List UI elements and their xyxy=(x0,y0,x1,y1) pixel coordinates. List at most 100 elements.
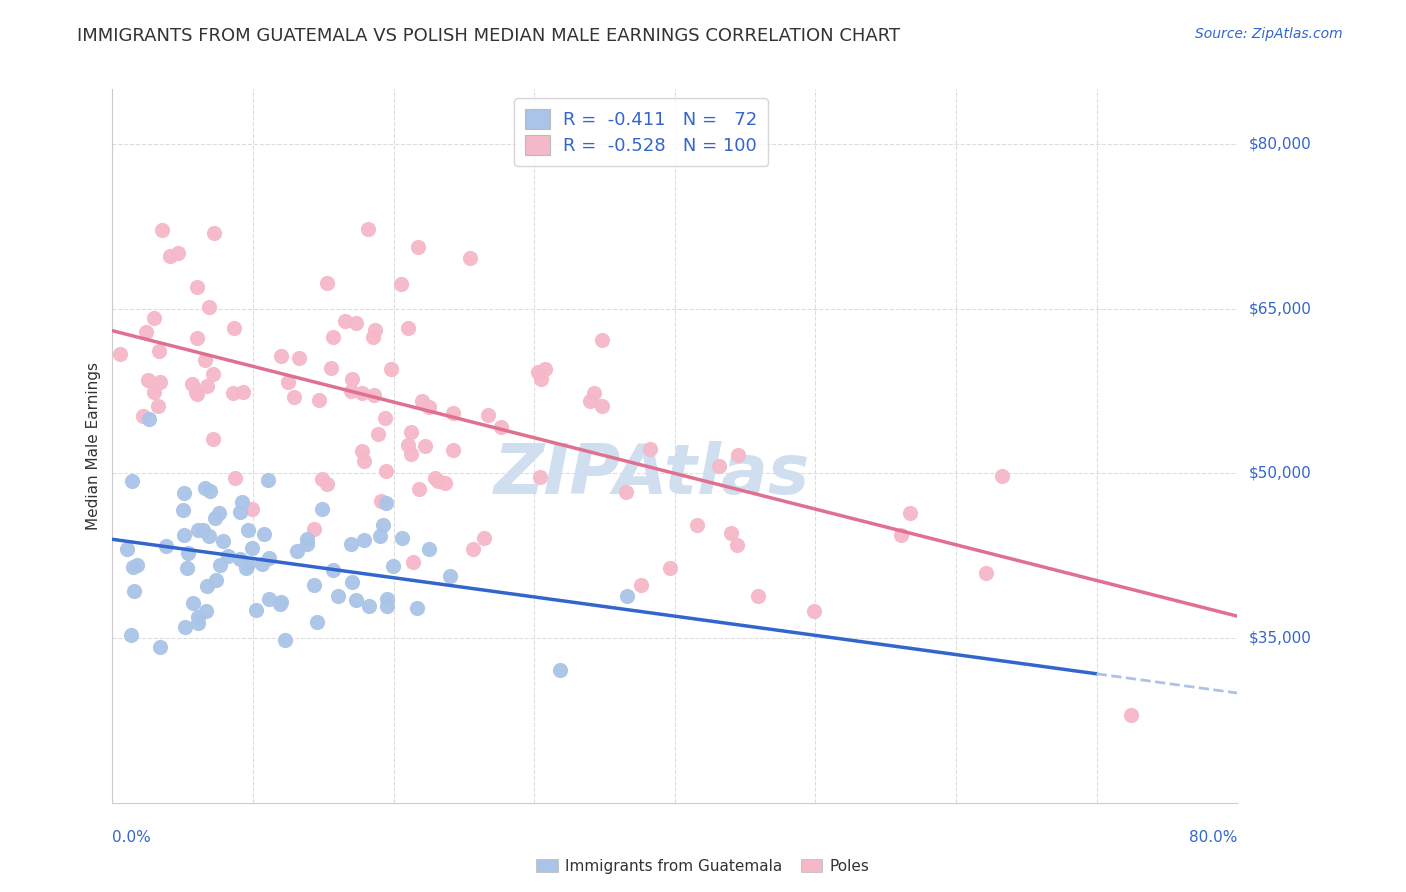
Point xyxy=(148,343,170,358)
Point xyxy=(231,495,253,509)
Text: $35,000: $35,000 xyxy=(1249,631,1312,646)
Text: $65,000: $65,000 xyxy=(1249,301,1312,317)
Point xyxy=(194,353,217,368)
Point xyxy=(747,589,769,603)
Point xyxy=(406,240,429,254)
Point xyxy=(319,360,342,375)
Point xyxy=(186,615,208,630)
Legend: Immigrants from Guatemala, Poles: Immigrants from Guatemala, Poles xyxy=(530,853,876,880)
Point xyxy=(472,532,495,546)
Point xyxy=(367,426,389,441)
Point xyxy=(458,252,481,266)
Point xyxy=(194,481,217,495)
Point xyxy=(413,440,436,454)
Point xyxy=(391,531,413,545)
Point xyxy=(898,506,921,520)
Text: ZIPAtlas: ZIPAtlas xyxy=(495,441,810,508)
Point xyxy=(191,523,214,537)
Point xyxy=(441,406,464,420)
Point xyxy=(375,599,398,613)
Point xyxy=(269,597,291,611)
Point xyxy=(252,557,274,571)
Point xyxy=(257,591,280,606)
Point xyxy=(890,528,912,542)
Point xyxy=(146,399,169,413)
Point xyxy=(382,559,405,574)
Point xyxy=(204,510,226,524)
Point xyxy=(173,485,195,500)
Point xyxy=(408,482,430,496)
Point xyxy=(374,411,396,425)
Text: 80.0%: 80.0% xyxy=(1189,830,1237,845)
Point xyxy=(803,604,825,618)
Point xyxy=(224,471,246,485)
Point xyxy=(340,372,363,386)
Point xyxy=(176,546,198,560)
Point xyxy=(370,493,392,508)
Point xyxy=(307,615,329,630)
Point xyxy=(405,600,427,615)
Point xyxy=(285,544,308,558)
Point xyxy=(350,444,373,458)
Point xyxy=(274,633,297,648)
Point xyxy=(217,549,239,564)
Point xyxy=(991,468,1014,483)
Point xyxy=(172,503,194,517)
Point xyxy=(399,425,422,439)
Point xyxy=(198,529,221,543)
Point xyxy=(302,522,325,536)
Point xyxy=(311,473,333,487)
Point xyxy=(235,561,257,575)
Point xyxy=(441,443,464,458)
Point xyxy=(374,496,396,510)
Point xyxy=(974,566,997,580)
Point xyxy=(181,377,204,392)
Point xyxy=(396,438,419,452)
Point xyxy=(640,442,662,457)
Point xyxy=(363,323,385,337)
Point xyxy=(461,541,484,556)
Point xyxy=(136,373,159,387)
Point xyxy=(205,573,228,587)
Point xyxy=(614,485,637,500)
Point xyxy=(276,375,298,389)
Point xyxy=(527,365,550,379)
Point xyxy=(357,222,380,236)
Point xyxy=(283,390,305,404)
Point xyxy=(427,474,450,488)
Point xyxy=(202,367,225,381)
Point xyxy=(418,541,440,556)
Point xyxy=(659,560,682,574)
Point xyxy=(363,330,385,344)
Point xyxy=(401,447,423,461)
Point xyxy=(489,419,512,434)
Point xyxy=(209,558,232,573)
Point xyxy=(270,595,292,609)
Point xyxy=(257,473,280,487)
Point xyxy=(727,538,749,552)
Point xyxy=(344,592,367,607)
Point xyxy=(176,561,198,575)
Point xyxy=(245,603,267,617)
Point xyxy=(132,409,155,423)
Point xyxy=(578,394,600,409)
Point xyxy=(138,411,160,425)
Point xyxy=(229,505,252,519)
Point xyxy=(184,385,207,400)
Point xyxy=(380,362,402,376)
Point xyxy=(311,501,333,516)
Point xyxy=(240,502,263,516)
Point xyxy=(316,477,339,491)
Point xyxy=(583,386,606,401)
Point xyxy=(208,506,231,520)
Point xyxy=(616,589,638,603)
Point xyxy=(122,560,145,574)
Point xyxy=(340,384,363,398)
Point xyxy=(183,596,205,610)
Text: $50,000: $50,000 xyxy=(1249,466,1312,481)
Point xyxy=(212,534,235,549)
Point xyxy=(530,372,553,386)
Point xyxy=(187,609,209,624)
Point xyxy=(340,574,363,589)
Y-axis label: Median Male Earnings: Median Male Earnings xyxy=(86,362,101,530)
